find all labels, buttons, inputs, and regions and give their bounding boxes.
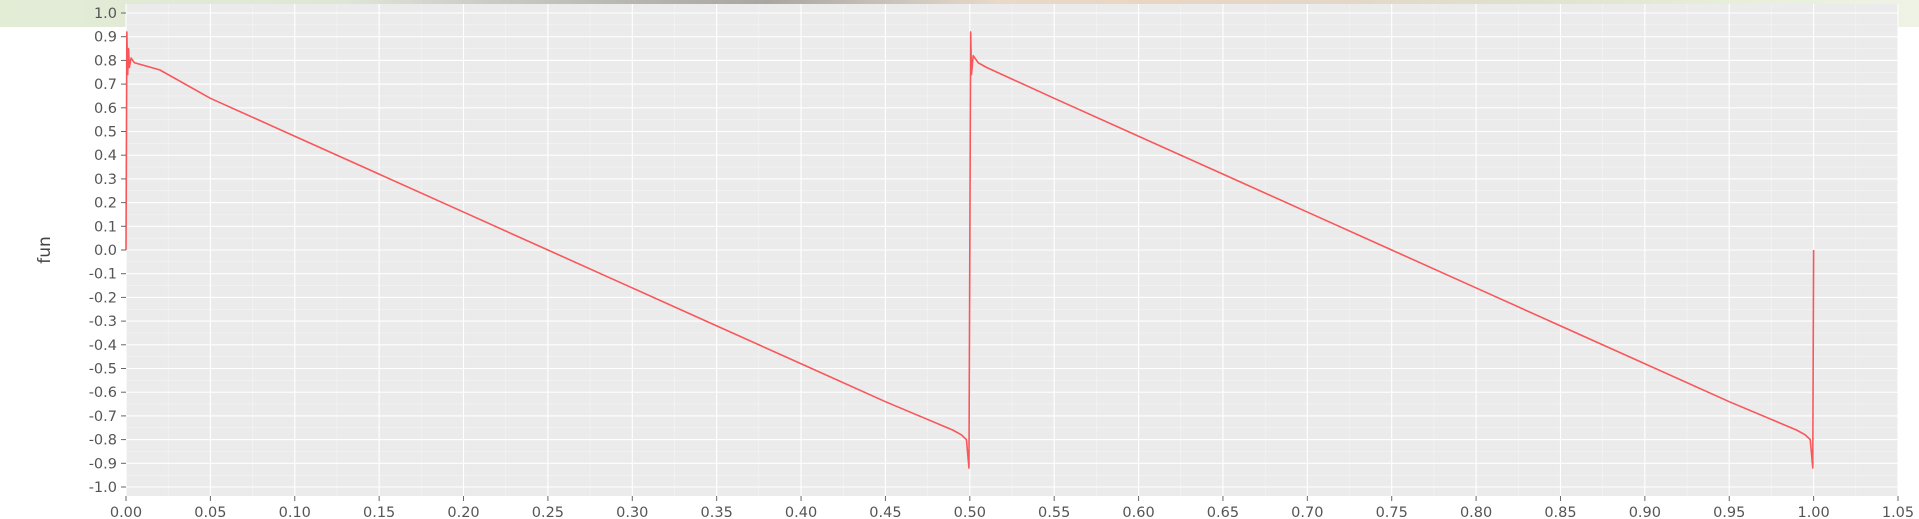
y-tick-label: -0.7 <box>89 409 117 425</box>
y-tick-label: -0.9 <box>89 456 117 472</box>
x-tick-label: 0.05 <box>194 505 226 519</box>
y-tick-label: 0.1 <box>94 219 117 235</box>
y-tick-label: -0.4 <box>89 338 117 354</box>
y-tick-label: -0.1 <box>89 267 117 283</box>
x-tick-label: 0.60 <box>1122 505 1154 519</box>
y-tick-label: 0.2 <box>94 196 117 212</box>
y-tick-label: -0.6 <box>89 385 117 401</box>
y-tick-label: 1.0 <box>94 6 117 22</box>
y-axis-title: fun <box>35 236 55 264</box>
minor-gridlines <box>126 4 1898 496</box>
y-tick-label: -0.2 <box>89 290 117 306</box>
x-tick-label: 0.15 <box>363 505 395 519</box>
series-line-0 <box>125 31 1815 469</box>
x-tick-label: 0.50 <box>954 505 986 519</box>
y-tick-label: -0.5 <box>89 362 117 378</box>
x-tick-label: 0.65 <box>1207 505 1239 519</box>
x-tick-label: 0.40 <box>785 505 817 519</box>
y-tick-label: 0.9 <box>94 30 117 46</box>
y-tick-label: 0.8 <box>94 53 117 69</box>
x-axis: 0.00 0.05 0.10 0.15 0.20 0.25 0.30 0.35 0.40 0.45… <box>110 496 1914 519</box>
x-tick-label: 1.05 <box>1882 505 1914 519</box>
x-tick-label: 0.10 <box>279 505 311 519</box>
x-tick-label: 0.85 <box>1544 505 1576 519</box>
y-tick-label: 0.4 <box>94 148 117 164</box>
y-tick-label: -1.0 <box>89 480 117 496</box>
x-tick-label: 0.90 <box>1629 505 1661 519</box>
x-tick-label: 0.30 <box>616 505 648 519</box>
x-tick-label: 0.80 <box>1460 505 1492 519</box>
x-tick-label: 0.75 <box>1376 505 1408 519</box>
x-tick-label: 0.95 <box>1713 505 1745 519</box>
x-tick-label: 0.45 <box>869 505 901 519</box>
x-tick-label: 0.35 <box>701 505 733 519</box>
y-tick-label: 0.0 <box>94 243 117 259</box>
y-axis: 1.0 0.9 0.8 0.7 0.6 0.5 0.4 0.3 0.2 0.1 0.0 -0.1 -0.… <box>89 6 126 496</box>
x-tick-label: 0.20 <box>447 505 479 519</box>
y-tick-label: 0.3 <box>94 172 117 188</box>
x-tick-label: 1.00 <box>1797 505 1829 519</box>
y-tick-label: 0.7 <box>94 77 117 93</box>
series-layer <box>125 31 1815 469</box>
y-tick-label: 0.5 <box>94 125 117 141</box>
x-tick-label: 0.55 <box>1038 505 1070 519</box>
y-tick-label: -0.8 <box>89 433 117 449</box>
x-tick-label: 0.00 <box>110 505 142 519</box>
x-tick-label: 0.25 <box>532 505 564 519</box>
y-tick-label: -0.3 <box>89 314 117 330</box>
y-tick-label: 0.6 <box>94 101 117 117</box>
x-tick-label: 0.70 <box>1291 505 1323 519</box>
